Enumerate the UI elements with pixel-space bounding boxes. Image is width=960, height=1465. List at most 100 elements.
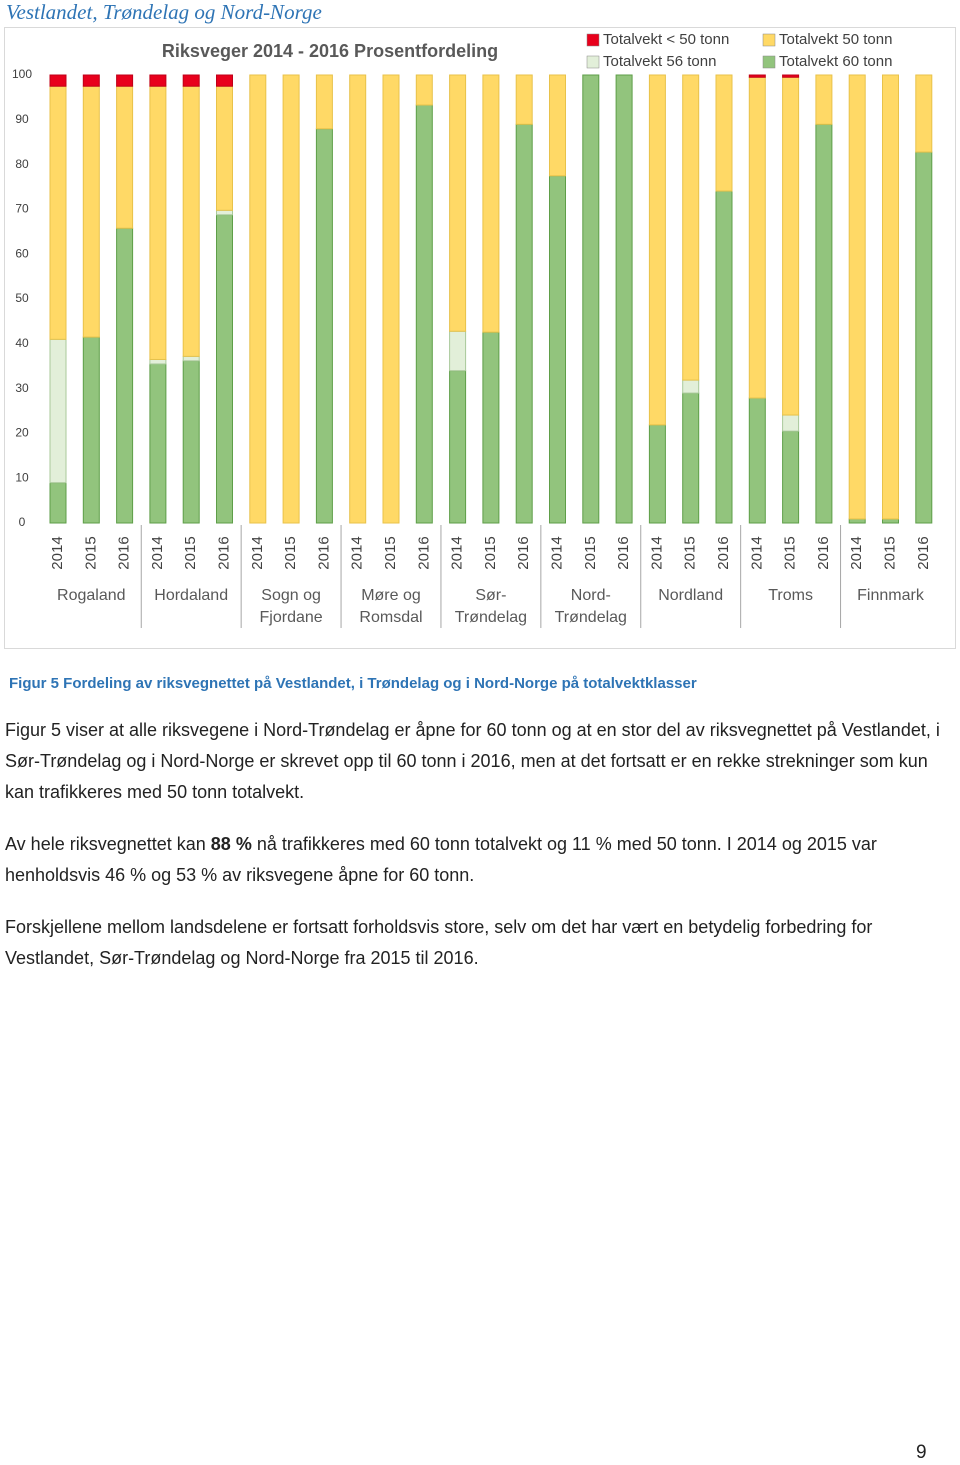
text: Figur 5 viser at alle riksvegene i Nord-… <box>5 720 940 802</box>
text: Forskjellene mellom landsdelene er forts… <box>5 917 873 968</box>
bar-segment <box>149 363 167 524</box>
chart-frame <box>4 27 956 649</box>
bar-segment <box>49 482 67 524</box>
chart-title: Riksveger 2014 - 2016 Prosentfordeling <box>162 41 498 61</box>
bar-segment <box>415 74 433 106</box>
bar-segment <box>915 74 933 153</box>
legend-swatch <box>762 55 776 69</box>
bar-segment <box>515 123 533 524</box>
bar-segment <box>182 355 200 362</box>
x-tick-label: 2014 <box>648 536 665 569</box>
bar-segment <box>415 104 433 524</box>
page-number: 9 <box>916 1442 927 1463</box>
bar-segment <box>382 74 400 524</box>
chart: Riksveger 2014 - 2016 Prosentfordeling 0… <box>12 31 933 628</box>
bar-segment <box>249 74 267 524</box>
bar-segment <box>648 424 666 524</box>
y-tick-label: 10 <box>15 470 29 484</box>
x-tick-label: 2015 <box>582 536 599 569</box>
y-tick-label: 40 <box>15 336 29 350</box>
bar-segment <box>216 74 233 87</box>
x-tick-label: 2016 <box>615 536 632 569</box>
y-tick-label: 100 <box>12 67 32 81</box>
bar-segment <box>116 74 134 87</box>
x-tick-label: 2014 <box>249 536 266 569</box>
x-tick-label: 2016 <box>715 536 732 569</box>
bar-segment <box>315 74 333 130</box>
group-label: Nordland <box>658 587 724 604</box>
group-label: Finnmark <box>857 587 924 604</box>
x-tick-label: 2015 <box>382 536 399 569</box>
bar-segment <box>82 336 100 524</box>
legend-swatch <box>586 55 600 69</box>
paragraph: Figur 5 viser at alle riksvegene i Nord-… <box>5 715 945 808</box>
bar-segment <box>449 74 467 332</box>
bar-segment <box>116 85 134 229</box>
x-tick-label: 2014 <box>349 536 366 569</box>
bar-segment <box>782 76 800 416</box>
x-tick-label: 2014 <box>449 536 466 569</box>
paragraph: Av hele riksvegnettet kan 88 % nå trafik… <box>5 829 945 891</box>
x-tick-label: 2014 <box>848 536 865 569</box>
bar-segment <box>216 214 233 524</box>
legend-swatch <box>586 33 600 47</box>
bar-segment <box>149 358 167 365</box>
x-tick-label: 2014 <box>149 536 166 569</box>
bar-segment <box>216 209 233 216</box>
x-tick-label: 2015 <box>482 536 499 569</box>
bar-segment <box>748 397 766 524</box>
bar-segment <box>182 74 200 87</box>
bar-segment <box>848 74 866 520</box>
bar-segment <box>149 74 167 87</box>
y-tick-label: 90 <box>15 112 29 126</box>
legend-label: Totalvekt 56 tonn <box>603 53 716 70</box>
bar-segment <box>216 85 233 211</box>
x-tick-label: 2016 <box>515 536 532 569</box>
group-label: Nord-Trøndelag <box>554 587 627 626</box>
bar-segment <box>149 85 167 360</box>
bar-segment <box>748 74 766 78</box>
bar-segment <box>315 128 333 524</box>
bar-segment <box>648 74 666 426</box>
group-label: Hordaland <box>154 587 229 604</box>
x-tick-label: 2015 <box>682 536 699 569</box>
group-label: Sør-Trøndelag <box>454 587 528 626</box>
bold-text: 88 % <box>210 834 252 854</box>
bar-segment <box>49 74 67 87</box>
x-tick-label: 2015 <box>282 536 299 569</box>
bar-segment <box>582 74 600 524</box>
bar-segment <box>682 74 700 381</box>
bar-segment <box>82 85 100 338</box>
bar-segment <box>815 74 833 125</box>
y-tick-label: 70 <box>15 202 29 216</box>
y-tick-label: 30 <box>15 381 29 395</box>
legend-label: Totalvekt 50 tonn <box>779 31 892 48</box>
running-header: Vestlandet, Trøndelag og Nord-Norge <box>6 0 322 24</box>
bar-segment <box>882 74 899 520</box>
legend-label: Totalvekt 60 tonn <box>779 53 892 70</box>
x-tick-label: 2016 <box>815 536 832 569</box>
bar-segment <box>782 414 800 432</box>
x-tick-label: 2016 <box>915 536 932 569</box>
y-tick-label: 60 <box>15 246 29 260</box>
x-tick-label: 2014 <box>748 536 765 569</box>
x-tick-label: 2014 <box>49 536 66 569</box>
group-label: Møre og Romsdal <box>359 587 423 626</box>
bar-segment <box>282 74 300 524</box>
legend-swatch <box>762 33 776 47</box>
x-tick-label: 2014 <box>548 536 565 569</box>
group-label: Rogaland <box>57 587 126 604</box>
bar-segment <box>182 360 200 524</box>
bar-segment <box>549 74 566 177</box>
y-tick-label: 80 <box>15 157 29 171</box>
bar-segment <box>682 379 700 394</box>
x-tick-label: 2015 <box>182 536 199 569</box>
paragraph: Forskjellene mellom landsdelene er forts… <box>5 912 945 974</box>
bar-segment <box>748 76 766 399</box>
x-tick-label: 2015 <box>82 536 99 569</box>
bar-segment <box>349 74 367 524</box>
x-tick-label: 2016 <box>215 536 232 569</box>
bar-segment <box>549 175 566 524</box>
text: Av hele riksvegnettet kan <box>5 834 211 854</box>
bar-segment <box>49 338 67 484</box>
